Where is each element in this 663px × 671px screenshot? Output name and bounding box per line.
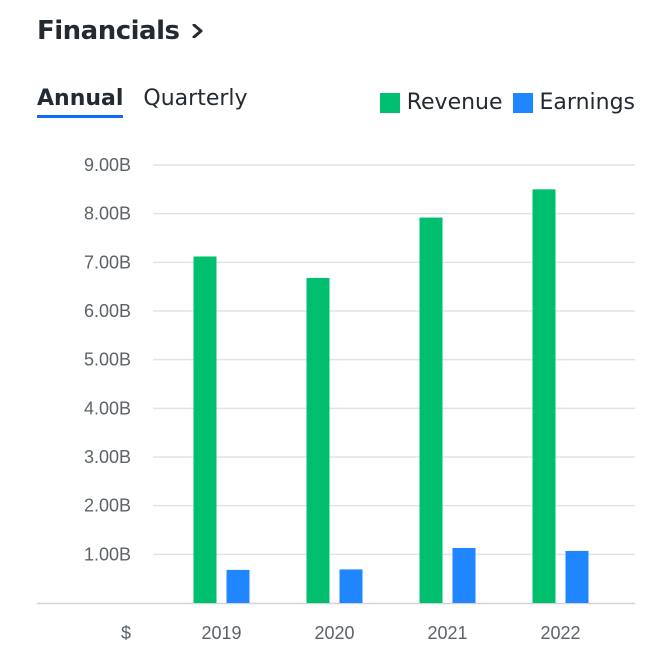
legend-label-earnings: Earnings	[539, 90, 635, 115]
y-tick-label: 4.00B	[84, 398, 131, 418]
y-tick-label: 9.00B	[84, 155, 131, 175]
financials-header-link[interactable]: Financials	[37, 16, 204, 46]
bar-earnings-2021	[452, 548, 476, 603]
period-tabs: Annual Quarterly	[37, 86, 268, 118]
bar-revenue-2020	[306, 277, 330, 603]
earnings-swatch	[512, 92, 533, 113]
x-tick-label: 2022	[540, 623, 580, 643]
revenue-swatch	[379, 92, 400, 113]
y-tick-label: 3.00B	[84, 447, 131, 467]
y-tick-label: 5.00B	[84, 350, 131, 370]
bar-revenue-2022	[532, 189, 556, 604]
section-title: Financials	[37, 16, 180, 46]
x-tick-label: 2019	[201, 623, 241, 643]
x-tick-label: 2020	[314, 623, 354, 643]
legend-item-earnings: Earnings	[512, 90, 635, 115]
y-tick-label: 8.00B	[84, 204, 131, 224]
y-tick-label: 2.00B	[84, 496, 131, 516]
legend-item-revenue: Revenue	[379, 90, 503, 115]
bar-earnings-2019	[226, 569, 250, 603]
bar-earnings-2022	[565, 550, 589, 603]
chevron-right-icon	[192, 24, 202, 38]
y-tick-label: 6.00B	[84, 301, 131, 321]
x-tick-label: 2021	[427, 623, 467, 643]
y-tick-label: 1.00B	[84, 544, 131, 564]
tab-quarterly[interactable]: Quarterly	[143, 86, 248, 111]
bar-revenue-2019	[193, 256, 217, 603]
y-tick-label: 7.00B	[84, 252, 131, 272]
chart-legend: Revenue Earnings	[370, 90, 635, 115]
bar-revenue-2021	[419, 217, 443, 603]
tab-annual[interactable]: Annual	[37, 86, 124, 118]
bar-earnings-2020	[339, 569, 363, 603]
currency-unit-label: $	[121, 623, 131, 643]
legend-label-revenue: Revenue	[406, 90, 503, 115]
